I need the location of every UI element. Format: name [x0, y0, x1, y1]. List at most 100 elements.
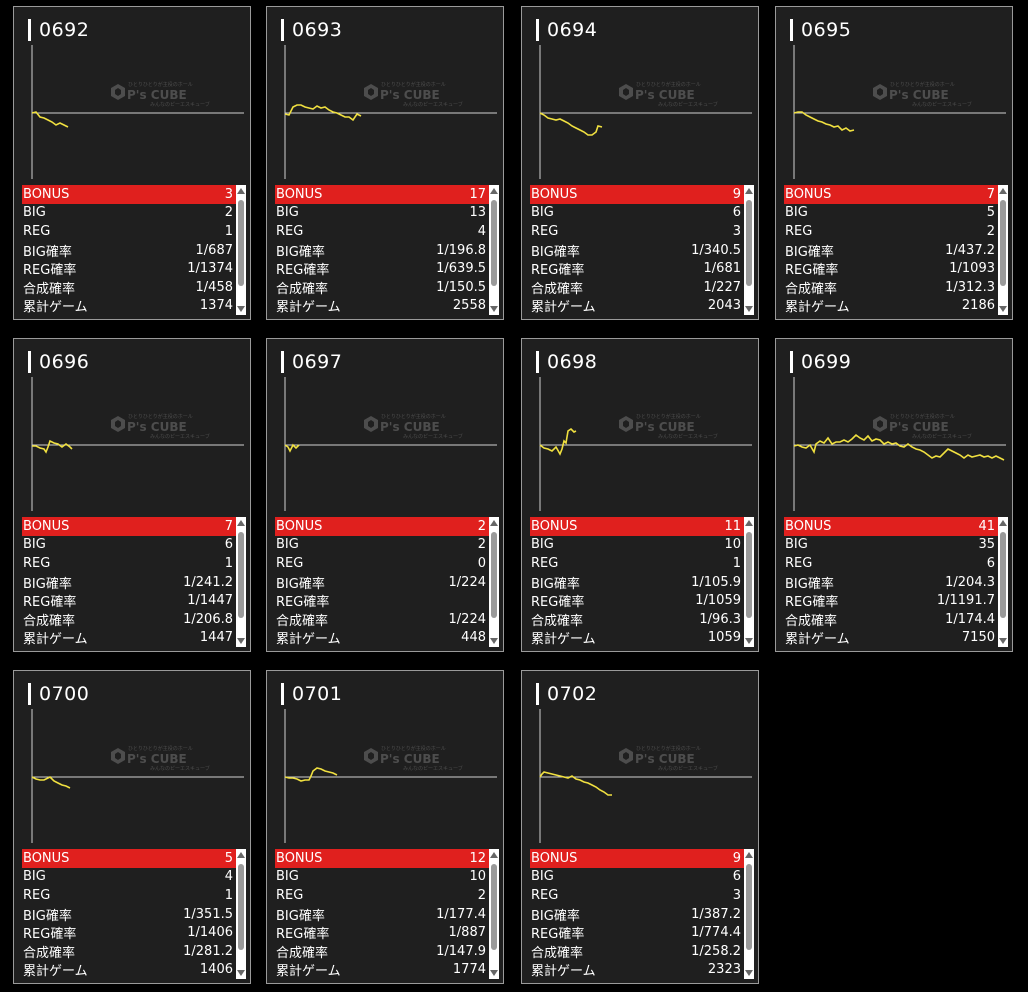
machine-number[interactable]: 0693	[292, 19, 343, 41]
big-rate-row-value: 1/351.5	[183, 906, 233, 922]
machine-number[interactable]: 0692	[39, 19, 90, 41]
scroll-down-arrow-icon[interactable]	[999, 306, 1007, 312]
machine-number[interactable]: 0702	[547, 683, 598, 705]
scroll-up-arrow-icon[interactable]	[745, 188, 753, 194]
stats-scrollbar[interactable]	[998, 185, 1008, 315]
machine-number[interactable]: 0700	[39, 683, 90, 705]
watermark-tagline-top: ひとりひとりが主役のホール	[890, 413, 955, 420]
big-rate-row-value: 1/387.2	[691, 906, 741, 922]
reg-row-value: 1	[224, 223, 233, 239]
scroll-up-arrow-icon[interactable]	[745, 852, 753, 858]
scroll-thumb[interactable]	[491, 532, 497, 618]
reg-rate-row-value: 1/639.5	[436, 261, 486, 277]
scroll-up-arrow-icon[interactable]	[237, 852, 245, 858]
bonus-row-value: 3	[224, 186, 233, 202]
scroll-down-arrow-icon[interactable]	[490, 306, 498, 312]
machine-card[interactable]: 0702 P's CUBE ひとりひとりが主役のホール みんなのピーエスキューブ…	[521, 670, 759, 984]
machine-number[interactable]: 0699	[801, 351, 852, 373]
scroll-thumb[interactable]	[238, 532, 244, 618]
scroll-up-arrow-icon[interactable]	[490, 852, 498, 858]
games-row-value: 448	[461, 630, 486, 646]
scroll-up-arrow-icon[interactable]	[490, 520, 498, 526]
machine-card[interactable]: 0698 P's CUBE ひとりひとりが主役のホール みんなのピーエスキューブ…	[521, 338, 759, 652]
bonus-row-label: BONUS	[23, 186, 70, 202]
big-rate-row-value: 1/105.9	[691, 574, 741, 590]
games-row-value: 2323	[707, 962, 741, 978]
machine-number[interactable]: 0695	[801, 19, 852, 41]
machine-number[interactable]: 0701	[292, 683, 343, 705]
ps-cube-watermark: P's CUBE ひとりひとりが主役のホール みんなのピーエスキューブ	[619, 745, 718, 772]
machine-number[interactable]: 0697	[292, 351, 343, 373]
scroll-thumb[interactable]	[1000, 532, 1006, 618]
games-row-value: 7150	[961, 630, 995, 646]
total-rate-row-label: 合成確率	[23, 613, 76, 629]
watermark-brand: P's CUBE	[635, 88, 695, 102]
slump-graph: P's CUBE ひとりひとりが主役のホール みんなのピーエスキューブ	[284, 377, 497, 511]
big-row-label: BIG	[785, 205, 808, 221]
stats-scrollbar[interactable]	[489, 849, 499, 979]
stats-table: BONUS 9 BIG 6 REG 3 BIG確率 1/387.2 REG確率 …	[530, 849, 744, 979]
scroll-up-arrow-icon[interactable]	[490, 188, 498, 194]
stats-scrollbar[interactable]	[236, 517, 246, 647]
machine-card[interactable]: 0694 P's CUBE ひとりひとりが主役のホール みんなのピーエスキューブ…	[521, 6, 759, 320]
stats-scrollbar[interactable]	[236, 185, 246, 315]
machine-card[interactable]: 0695 P's CUBE ひとりひとりが主役のホール みんなのピーエスキューブ…	[775, 6, 1013, 320]
scroll-down-arrow-icon[interactable]	[745, 970, 753, 976]
slump-graph: P's CUBE ひとりひとりが主役のホール みんなのピーエスキューブ	[31, 709, 244, 843]
machine-number[interactable]: 0698	[547, 351, 598, 373]
scroll-thumb[interactable]	[491, 864, 497, 950]
scroll-up-arrow-icon[interactable]	[999, 520, 1007, 526]
games-row-label: 累計ゲーム	[785, 632, 850, 648]
stats-scrollbar[interactable]	[744, 849, 754, 979]
stats-scrollbar[interactable]	[489, 185, 499, 315]
scroll-up-arrow-icon[interactable]	[237, 188, 245, 194]
big-rate-row: BIG確率 1/241.2	[22, 573, 236, 592]
machine-number[interactable]: 0694	[547, 19, 598, 41]
scroll-thumb[interactable]	[1000, 200, 1006, 286]
scroll-down-arrow-icon[interactable]	[490, 970, 498, 976]
stats-scrollbar[interactable]	[744, 185, 754, 315]
scroll-down-arrow-icon[interactable]	[237, 638, 245, 644]
stats-scrollbar[interactable]	[744, 517, 754, 647]
stats-scrollbar[interactable]	[489, 517, 499, 647]
total-rate-row-value: 1/227	[703, 279, 741, 295]
big-rate-row-value: 1/196.8	[436, 242, 486, 258]
reg-row-value: 1	[224, 887, 233, 903]
scroll-down-arrow-icon[interactable]	[237, 970, 245, 976]
machine-card[interactable]: 0701 P's CUBE ひとりひとりが主役のホール みんなのピーエスキューブ…	[266, 670, 504, 984]
reg-row-label: REG	[785, 555, 813, 571]
scroll-up-arrow-icon[interactable]	[999, 188, 1007, 194]
scroll-thumb[interactable]	[746, 200, 752, 286]
scroll-thumb[interactable]	[491, 200, 497, 286]
scroll-down-arrow-icon[interactable]	[745, 638, 753, 644]
stats-scrollbar[interactable]	[998, 517, 1008, 647]
scroll-down-arrow-icon[interactable]	[745, 306, 753, 312]
machine-card[interactable]: 0697 P's CUBE ひとりひとりが主役のホール みんなのピーエスキューブ…	[266, 338, 504, 652]
machine-number[interactable]: 0696	[39, 351, 90, 373]
machine-card[interactable]: 0693 P's CUBE ひとりひとりが主役のホール みんなのピーエスキューブ…	[266, 6, 504, 320]
scroll-up-arrow-icon[interactable]	[237, 520, 245, 526]
scroll-up-arrow-icon[interactable]	[745, 520, 753, 526]
scroll-thumb[interactable]	[238, 200, 244, 286]
machine-card[interactable]: 0692 P's CUBE ひとりひとりが主役のホール みんなのピーエスキューブ…	[13, 6, 251, 320]
stats-table: BONUS 12 BIG 10 REG 2 BIG確率 1/177.4 REG確…	[275, 849, 489, 979]
reg-row-value: 1	[224, 555, 233, 571]
slump-graph: P's CUBE ひとりひとりが主役のホール みんなのピーエスキューブ	[31, 45, 244, 179]
scroll-down-arrow-icon[interactable]	[490, 638, 498, 644]
scroll-thumb[interactable]	[746, 532, 752, 618]
reg-row: REG 1	[530, 554, 744, 573]
total-rate-row-label: 合成確率	[531, 945, 584, 961]
machine-card[interactable]: 0696 P's CUBE ひとりひとりが主役のホール みんなのピーエスキューブ…	[13, 338, 251, 652]
watermark-tagline-top: ひとりひとりが主役のホール	[636, 745, 701, 752]
scroll-thumb[interactable]	[746, 864, 752, 950]
total-rate-row-label: 合成確率	[531, 613, 584, 629]
bonus-row-value: 12	[469, 850, 486, 866]
scroll-down-arrow-icon[interactable]	[237, 306, 245, 312]
machine-card[interactable]: 0699 P's CUBE ひとりひとりが主役のホール みんなのピーエスキューブ…	[775, 338, 1013, 652]
slump-line	[793, 111, 855, 132]
machine-card[interactable]: 0700 P's CUBE ひとりひとりが主役のホール みんなのピーエスキューブ…	[13, 670, 251, 984]
scroll-down-arrow-icon[interactable]	[999, 638, 1007, 644]
stats-scrollbar[interactable]	[236, 849, 246, 979]
card-header: 0701	[281, 681, 342, 707]
scroll-thumb[interactable]	[238, 864, 244, 950]
